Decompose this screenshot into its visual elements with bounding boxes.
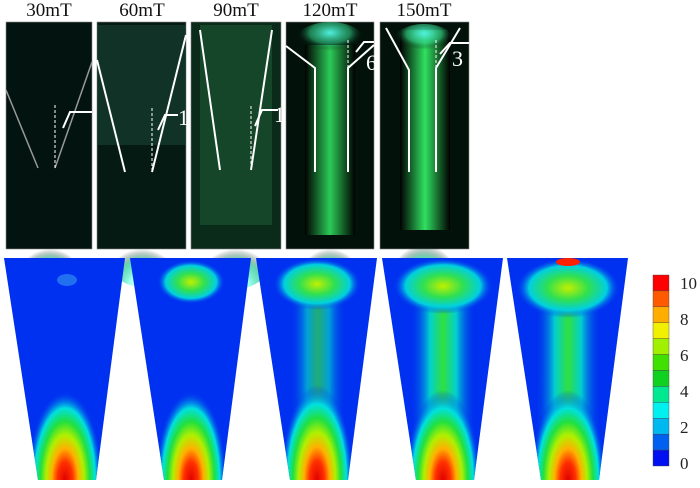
colorbar-tick: 2 — [680, 418, 689, 437]
colorbar-segment — [652, 449, 670, 467]
colorbar-segment — [652, 274, 670, 292]
photo-120mT: 6 — [285, 21, 377, 287]
panel-title-30mT: 30mT — [26, 0, 72, 21]
colorbar-segment — [652, 306, 670, 323]
angle-annotation-90mT: 1 — [274, 102, 285, 127]
colorbar-segment — [652, 338, 670, 355]
colorbar-segment — [652, 433, 670, 451]
colorbar-segment — [652, 370, 670, 387]
contour-120mT — [382, 258, 503, 480]
photo-30mT — [5, 21, 93, 283]
contour-60mT — [130, 258, 251, 480]
angle-annotation-60mT: 1 — [178, 105, 189, 130]
panel-title-60mT: 60mT — [119, 0, 165, 21]
angle-annotation-120mT: 6 — [366, 50, 377, 75]
colorbar-tick: 0 — [680, 454, 689, 473]
colorbar-tick: 8 — [680, 310, 689, 329]
colorbar-segment — [652, 354, 670, 371]
colorbar-segment — [652, 418, 670, 435]
colorbar-segment — [652, 386, 670, 403]
panel-title-150mT: 150mT — [396, 0, 452, 21]
contour-30mT — [4, 258, 125, 480]
colorbar-tick: 4 — [680, 382, 689, 401]
colorbar-tick: 10 — [680, 274, 697, 293]
panel-title-90mT: 90mT — [213, 0, 259, 21]
colorbar-segment — [652, 322, 670, 339]
colorbar — [652, 274, 670, 467]
contour-150mT — [507, 258, 628, 480]
photo-60mT: 1 — [96, 21, 189, 287]
colorbar-tick: 6 — [680, 346, 689, 365]
contour-90mT — [256, 258, 377, 480]
photo-90mT: 1 — [190, 21, 285, 289]
colorbar-segment — [652, 402, 670, 419]
photo-150mT: 3 — [379, 21, 470, 287]
panel-title-120mT: 120mT — [302, 0, 358, 21]
angle-annotation-150mT: 3 — [452, 46, 463, 71]
colorbar-segment — [652, 290, 670, 308]
